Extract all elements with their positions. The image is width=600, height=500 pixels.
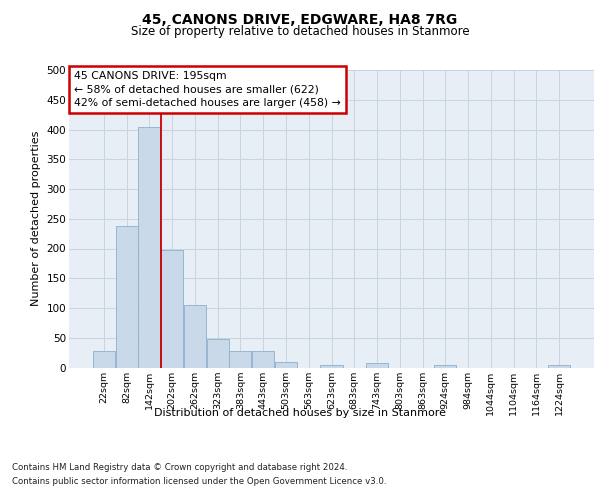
Bar xyxy=(366,364,388,368)
Y-axis label: Number of detached properties: Number of detached properties xyxy=(31,131,41,306)
Text: Contains HM Land Registry data © Crown copyright and database right 2024.: Contains HM Land Registry data © Crown c… xyxy=(12,464,347,472)
Bar xyxy=(434,364,457,368)
Text: Size of property relative to detached houses in Stanmore: Size of property relative to detached ho… xyxy=(131,25,469,38)
Text: Contains public sector information licensed under the Open Government Licence v3: Contains public sector information licen… xyxy=(12,477,386,486)
Bar xyxy=(229,352,251,368)
Text: Distribution of detached houses by size in Stanmore: Distribution of detached houses by size … xyxy=(154,408,446,418)
Bar xyxy=(93,352,115,368)
Bar xyxy=(275,362,297,368)
Text: 45, CANONS DRIVE, EDGWARE, HA8 7RG: 45, CANONS DRIVE, EDGWARE, HA8 7RG xyxy=(142,12,458,26)
Bar xyxy=(161,250,183,368)
Bar xyxy=(320,364,343,368)
Bar xyxy=(206,339,229,368)
Bar xyxy=(116,226,138,368)
Bar xyxy=(548,364,570,368)
Bar xyxy=(139,126,160,368)
Bar xyxy=(184,305,206,368)
Bar xyxy=(252,352,274,368)
Text: 45 CANONS DRIVE: 195sqm
← 58% of detached houses are smaller (622)
42% of semi-d: 45 CANONS DRIVE: 195sqm ← 58% of detache… xyxy=(74,72,341,108)
